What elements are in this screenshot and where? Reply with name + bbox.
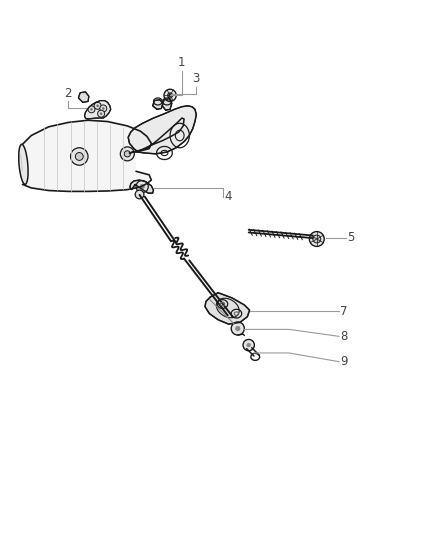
Circle shape bbox=[100, 112, 102, 115]
Circle shape bbox=[136, 181, 148, 193]
Circle shape bbox=[75, 152, 83, 160]
Circle shape bbox=[313, 235, 321, 243]
Circle shape bbox=[235, 326, 240, 331]
Text: 9: 9 bbox=[340, 355, 348, 368]
Circle shape bbox=[124, 151, 131, 157]
Circle shape bbox=[98, 110, 105, 117]
Circle shape bbox=[120, 147, 134, 161]
Polygon shape bbox=[205, 293, 250, 324]
Polygon shape bbox=[78, 92, 89, 102]
Polygon shape bbox=[85, 101, 111, 119]
Circle shape bbox=[140, 184, 145, 189]
Circle shape bbox=[309, 231, 324, 246]
Text: 1: 1 bbox=[178, 56, 186, 69]
Ellipse shape bbox=[19, 144, 28, 184]
Polygon shape bbox=[162, 99, 172, 110]
Polygon shape bbox=[152, 100, 163, 109]
Polygon shape bbox=[128, 106, 196, 154]
Circle shape bbox=[100, 105, 107, 112]
Polygon shape bbox=[22, 120, 151, 191]
Text: 4: 4 bbox=[225, 190, 232, 203]
Circle shape bbox=[135, 190, 144, 199]
Polygon shape bbox=[130, 180, 153, 193]
Text: 3: 3 bbox=[193, 72, 200, 85]
Circle shape bbox=[88, 106, 95, 113]
Circle shape bbox=[231, 322, 244, 335]
Circle shape bbox=[164, 89, 176, 101]
Circle shape bbox=[96, 104, 99, 107]
Text: 2: 2 bbox=[65, 87, 72, 100]
Text: 5: 5 bbox=[347, 231, 354, 244]
Circle shape bbox=[102, 107, 105, 110]
Circle shape bbox=[90, 108, 93, 111]
Circle shape bbox=[243, 340, 254, 351]
Polygon shape bbox=[130, 118, 184, 153]
Text: 7: 7 bbox=[340, 304, 348, 318]
Circle shape bbox=[94, 102, 101, 109]
Circle shape bbox=[167, 93, 173, 98]
Circle shape bbox=[247, 343, 251, 348]
Circle shape bbox=[71, 148, 88, 165]
Text: 8: 8 bbox=[340, 330, 348, 343]
